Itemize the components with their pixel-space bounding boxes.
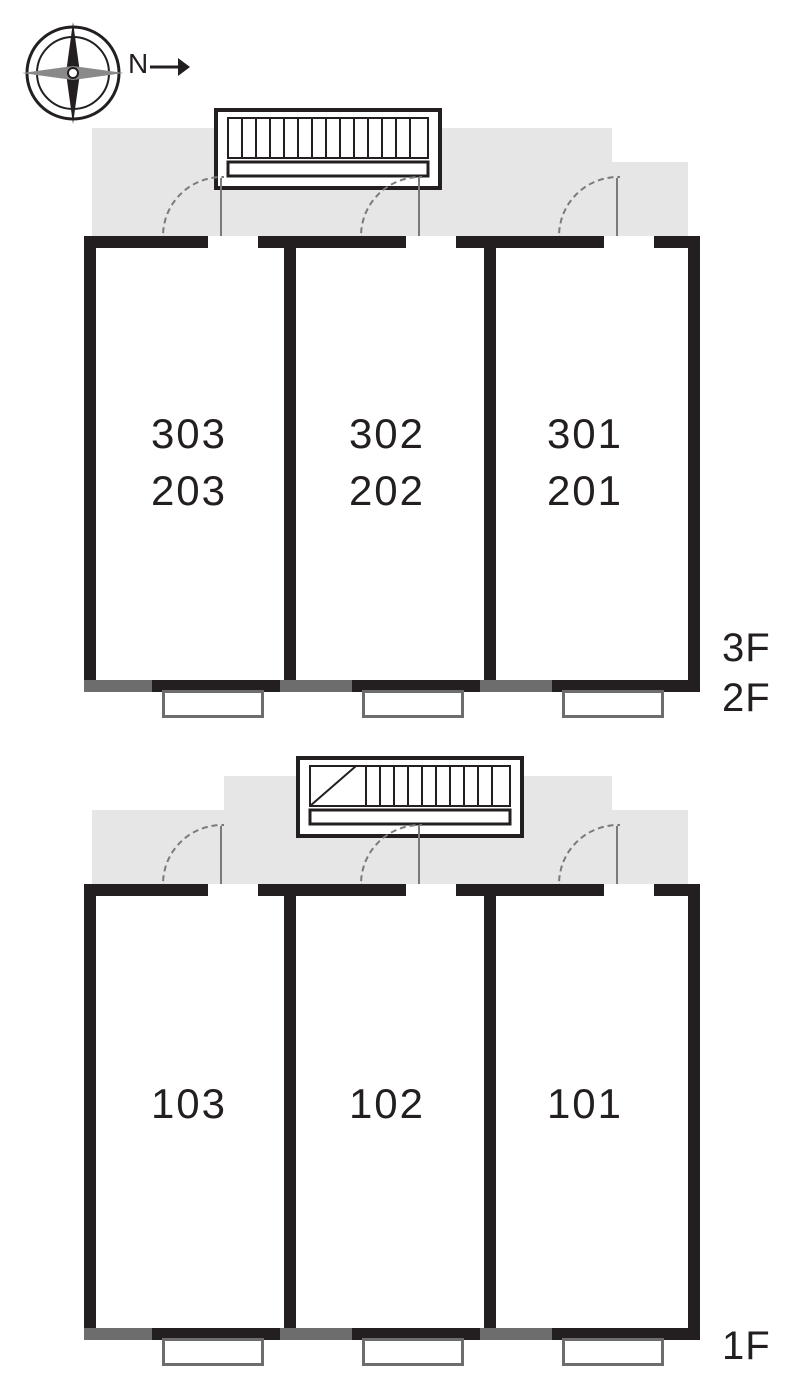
room-no: 301: [500, 406, 670, 463]
unit-divider: [284, 248, 296, 680]
door-notch: [208, 884, 258, 896]
unit-divider: [484, 896, 496, 1328]
door-notch: [406, 236, 456, 248]
unit-label-301-201: 301 201: [500, 406, 670, 519]
compass-icon: [18, 18, 128, 128]
door-notch: [604, 236, 654, 248]
ledge: [280, 1328, 352, 1340]
room-no: 302: [302, 406, 472, 463]
ledge: [84, 680, 152, 692]
floor-label-3f: 3F: [722, 626, 771, 671]
unit-label-302-202: 302 202: [302, 406, 472, 519]
room-no: 102: [302, 1076, 472, 1133]
room-no: 101: [500, 1076, 670, 1133]
ledge: [84, 1328, 152, 1340]
corridor-notch-left: [92, 776, 224, 810]
north-label: N: [128, 48, 149, 80]
balcony: [162, 690, 264, 718]
room-no: 203: [104, 463, 274, 520]
balcony: [162, 1338, 264, 1366]
door-leaf: [220, 178, 222, 236]
north-arrow-icon: [150, 52, 190, 82]
door-notch: [208, 236, 258, 248]
room-no: 201: [500, 463, 670, 520]
ledge: [480, 1328, 552, 1340]
door-leaf: [418, 178, 420, 236]
door-leaf: [220, 826, 222, 884]
door-notch: [604, 884, 654, 896]
floor-label-1f: 1F: [722, 1324, 771, 1369]
floorplan-diagram: N: [0, 0, 800, 1376]
floor-block-upper: 303 203 302 202 301 201 3F 2F: [92, 128, 712, 748]
room-no: 303: [104, 406, 274, 463]
ledge: [280, 680, 352, 692]
door-leaf: [418, 826, 420, 884]
floor-block-lower: 103 102 101 1F: [92, 776, 712, 1376]
door-notch: [406, 884, 456, 896]
balcony: [362, 1338, 464, 1366]
ledge: [480, 680, 552, 692]
unit-label-103: 103: [104, 1076, 274, 1133]
unit-divider: [484, 248, 496, 680]
corridor-notch-inner: [612, 162, 688, 236]
unit-label-303-203: 303 203: [104, 406, 274, 519]
balcony: [562, 1338, 664, 1366]
room-no: 202: [302, 463, 472, 520]
door-leaf: [616, 178, 618, 236]
unit-label-101: 101: [500, 1076, 670, 1133]
door-leaf: [616, 826, 618, 884]
floor-label-2f: 2F: [722, 676, 771, 721]
corridor-notch-right: [612, 776, 688, 810]
unit-label-102: 102: [302, 1076, 472, 1133]
corridor-notch: [612, 128, 688, 162]
balcony: [562, 690, 664, 718]
room-no: 103: [104, 1076, 274, 1133]
balcony: [362, 690, 464, 718]
unit-divider: [284, 896, 296, 1328]
